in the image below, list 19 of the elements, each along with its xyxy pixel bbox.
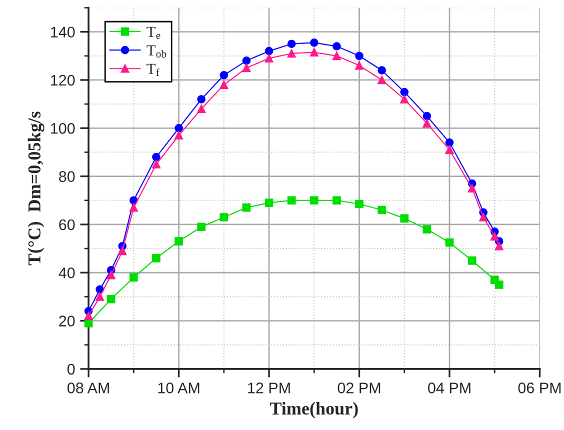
y-tick-label: 60 [59,219,75,230]
y-tick-label: 80 [59,171,75,182]
x-tick-label: 12 PM [248,382,290,394]
x-axis-title: Time(hour) [270,402,358,418]
y-tick-label: 120 [51,74,75,86]
x-tick-label: 08 AM [67,382,109,394]
y-axis-title: T(°C) Dm=0,05kg/s [28,112,44,266]
x-tick-label: 06 PM [518,382,561,394]
x-tick-label: 04 PM [428,382,470,394]
y-tick-label: 20 [59,316,75,326]
x-tick-label: 10 AM [158,382,200,394]
y-tick-label: 100 [51,123,75,134]
y-tick-label: 40 [58,267,75,278]
y-tick-label: 0 [67,364,75,375]
x-tick-label: 02 PM [338,382,380,394]
y-tick-label: 140 [51,26,75,38]
legend-label: T$_{e}$ [146,26,160,40]
legend-label: T$_{f}$ [146,64,160,76]
legend-label: T$_{ob}$ [146,45,166,58]
